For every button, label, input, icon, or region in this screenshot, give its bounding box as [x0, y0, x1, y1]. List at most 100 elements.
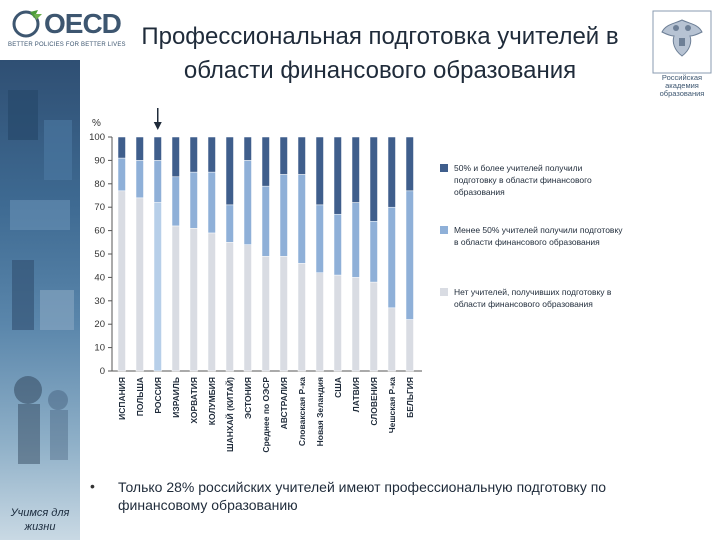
- bar-segment: [351, 277, 360, 372]
- bar-segment: [315, 204, 324, 273]
- bar-segment: [315, 136, 324, 206]
- x-tick-label: ПОЛЬША: [135, 377, 145, 416]
- y-tick-label: 20: [94, 319, 105, 330]
- bar-segment: [279, 256, 288, 372]
- bar-segment: [135, 197, 144, 372]
- bar-segment: [189, 171, 198, 229]
- x-tick-label: ИЗРАИЛЬ: [171, 377, 181, 418]
- oecd-logo-text: OECD: [44, 8, 122, 39]
- y-tick-label: 100: [89, 132, 105, 143]
- bar-segment: [117, 136, 126, 159]
- bar-segment: [261, 136, 270, 187]
- y-tick-label: 0: [100, 366, 105, 377]
- y-tick-label: 60: [94, 226, 105, 237]
- bar-segment: [297, 174, 306, 264]
- x-tick-label: ИСПАНИЯ: [117, 377, 127, 420]
- emblem-caption-line3: образования: [659, 89, 705, 98]
- bar-segment: [279, 136, 288, 175]
- bar-segment: [171, 136, 180, 178]
- bar-segment: [117, 190, 126, 372]
- bar-segment: [387, 206, 396, 309]
- x-tick-label: ХОРВАТИЯ: [189, 377, 199, 424]
- bar-segment: [333, 136, 342, 215]
- bar-segment: [369, 281, 378, 372]
- y-tick-label: 90: [94, 155, 105, 166]
- sidebar-decoration: Учимся для жизни: [0, 60, 80, 540]
- bar-segment: [153, 202, 162, 372]
- bar-segment: [351, 136, 360, 203]
- sidebar-collage-image: [8, 90, 74, 464]
- emblem-caption: Российская академия образования: [646, 74, 718, 98]
- highlight-arrow-head: [153, 122, 162, 130]
- sidebar-caption-line2: жизни: [24, 521, 56, 533]
- sidebar-caption-line1: Учимся для: [10, 507, 70, 519]
- bar-segment: [189, 228, 198, 372]
- legend-label: Менее 50% учителей получили подготовку в…: [454, 224, 626, 248]
- y-tick-label: 40: [94, 272, 105, 283]
- bar-segment: [261, 256, 270, 372]
- bar-segment: [207, 232, 216, 372]
- emblem-caption-line2: академия: [665, 81, 699, 90]
- y-tick-label: 50: [94, 249, 105, 260]
- y-tick-label: 80: [94, 179, 105, 190]
- legend-label: 50% и более учителей получили подготовку…: [454, 162, 626, 198]
- legend-swatch: [440, 226, 448, 234]
- x-tick-label: Словакская Р-ка: [297, 377, 307, 446]
- x-tick-label: Чешская Р-ка: [387, 377, 397, 434]
- bar-segment: [207, 171, 216, 234]
- bar-segment: [405, 190, 414, 320]
- bar-segment: [279, 174, 288, 257]
- x-tick-label: ШАНХАЙ (КИТАЙ): [224, 377, 235, 452]
- bar-segment: [135, 160, 144, 199]
- bar-segment: [351, 202, 360, 278]
- bar-segment: [405, 319, 414, 372]
- x-tick-label: КОЛУМБИЯ: [207, 377, 217, 425]
- stacked-bar-chart: % 0 10 20 30 40 50 60 70 80 90 100 ИСПАНИЯ ПОЛЬША РОСС…: [89, 108, 422, 453]
- footer-bullet: •: [90, 478, 95, 494]
- legend-label: Нет учителей, получивших подготовку в об…: [454, 286, 626, 310]
- x-tick-label: Новая Зеландия: [315, 377, 325, 446]
- bar-segment: [225, 136, 234, 206]
- oecd-tagline: BETTER POLICIES FOR BETTER LIVES: [8, 42, 126, 48]
- x-tick-label: Среднее по ОЭСР: [261, 377, 271, 453]
- bar-segment: [333, 213, 342, 276]
- bar-segment: [117, 157, 126, 192]
- bar-segment: [153, 136, 162, 161]
- bar-segment: [153, 160, 162, 203]
- footer-caption: Только 28% российских учителей имеют про…: [118, 479, 607, 513]
- oecd-logo-icon: [12, 10, 42, 38]
- page-title-line1: Профессиональная подготовка учителей в: [141, 23, 619, 50]
- bar-segment: [243, 136, 252, 161]
- x-tick-label: РОССИЯ: [153, 377, 163, 414]
- y-tick-label: 30: [94, 296, 105, 307]
- x-tick-label: США: [333, 377, 343, 398]
- bar-segment: [243, 244, 252, 372]
- bar-segment: [171, 176, 180, 227]
- legend-swatch: [440, 288, 448, 296]
- bar-segment: [207, 136, 216, 173]
- x-tick-label: СЛОВЕНИЯ: [369, 377, 379, 426]
- page-title-line2: области финансового образования: [183, 57, 577, 84]
- bar-segment: [297, 263, 306, 372]
- bar-segment: [315, 272, 324, 372]
- bar-segment: [333, 274, 342, 372]
- x-tick-label: АВСТРАЛИЯ: [279, 377, 289, 429]
- bar-segment: [387, 307, 396, 372]
- bar-segment: [261, 185, 270, 257]
- bar-segment: [243, 160, 252, 245]
- x-tick-label: ЭСТОНИЯ: [243, 377, 253, 419]
- y-axis-label: %: [92, 118, 101, 129]
- bar-segment: [189, 136, 198, 173]
- bar-segment: [369, 220, 378, 283]
- bar-segment: [387, 136, 396, 208]
- bar-segment: [225, 242, 234, 372]
- page-title: Профессиональная подготовка учителей в о…: [110, 20, 650, 88]
- y-tick-label: 10: [94, 343, 105, 354]
- x-tick-label: ЛАТВИЯ: [351, 377, 361, 412]
- bar-segment: [225, 204, 234, 243]
- bar-segment: [171, 225, 180, 372]
- bar-segment: [297, 136, 306, 175]
- bar-segment: [135, 136, 144, 161]
- coat-of-arms-icon: [652, 10, 712, 74]
- bar-segment: [369, 136, 378, 222]
